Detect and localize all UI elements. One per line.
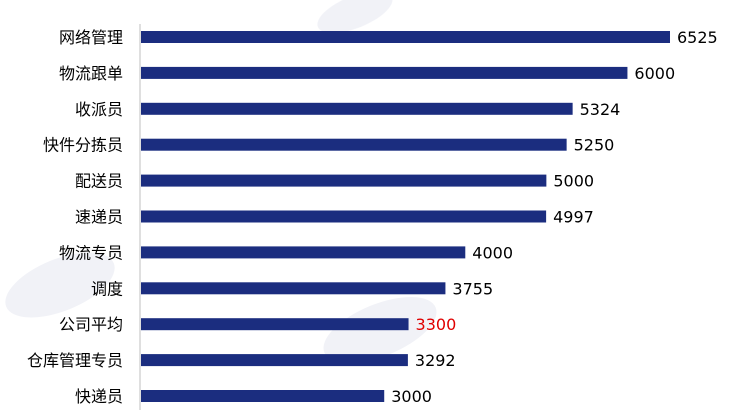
category-label-8: 公司平均 [59,315,123,334]
bar-10 [141,390,385,402]
category-label-10: 快递员 [75,387,123,406]
category-label-9: 仓库管理专员 [27,351,123,370]
bar-0 [141,31,670,43]
value-label-2: 5324 [580,100,621,119]
bar-6 [141,246,466,259]
bars-group [141,31,670,402]
bar-5 [141,210,547,223]
value-label-5: 4997 [553,208,594,227]
bar-9 [141,354,408,367]
bar-1 [141,66,628,79]
value-label-10: 3000 [391,387,432,406]
category-label-4: 配送员 [75,172,123,191]
value-label-0: 6525 [677,28,718,47]
category-label-1: 物流跟单 [59,64,123,83]
category-label-3: 快件分拣员 [43,136,123,155]
category-label-0: 网络管理 [59,28,123,47]
category-label-7: 调度 [91,279,123,298]
value-label-7: 3755 [452,279,493,298]
bar-2 [141,102,573,115]
category-labels: 网络管理物流跟单收派员快件分拣员配送员速递员物流专员调度公司平均仓库管理专员快递… [27,28,123,406]
bar-8 [141,318,409,331]
value-label-1: 6000 [634,64,675,83]
value-label-6: 4000 [472,243,513,262]
value-label-4: 5000 [553,172,594,191]
value-label-8: 3300 [416,315,457,334]
category-label-2: 收派员 [75,100,123,119]
category-label-5: 速递员 [75,208,123,227]
bar-4 [141,174,547,187]
bar-3 [141,138,567,151]
category-label-6: 物流专员 [59,243,123,262]
bar-7 [141,282,446,295]
value-label-9: 3292 [415,351,456,370]
value-label-3: 5250 [574,136,615,155]
